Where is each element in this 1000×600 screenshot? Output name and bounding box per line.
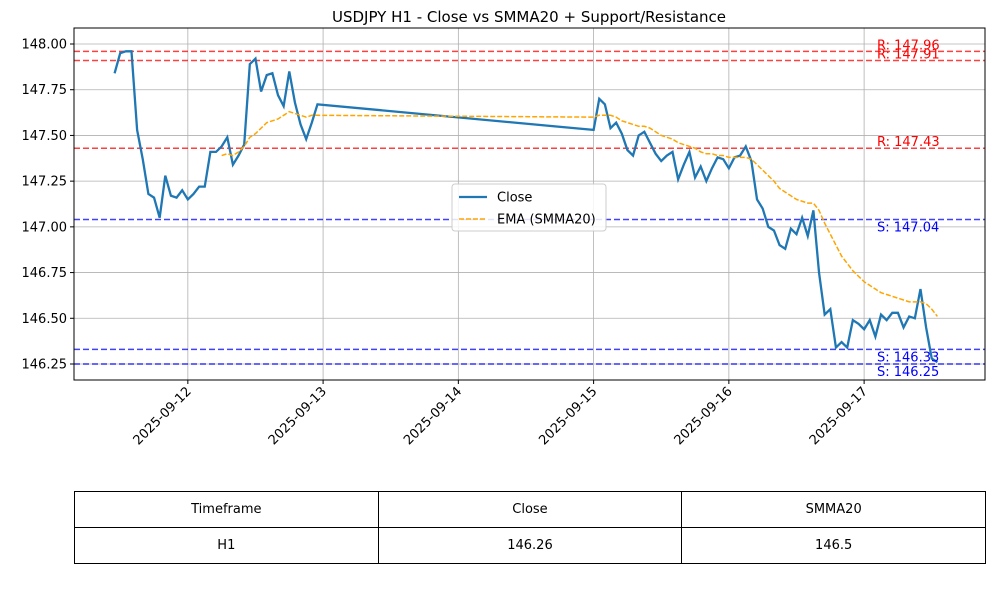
x-tick-label: 2025-09-16 [672,384,736,448]
x-tick-label: 2025-09-13 [266,384,330,448]
x-tick-label: 2025-09-15 [536,384,600,448]
y-tick-label: 147.00 [22,220,68,235]
y-tick-label: 147.75 [22,83,68,98]
chart-title: USDJPY H1 - Close vs SMMA20 + Support/Re… [332,8,726,26]
level-label: R: 147.43 [877,135,940,150]
series-line [113,50,939,364]
y-tick-label: 147.25 [22,175,68,190]
level-label: S: 146.25 [877,365,939,380]
series-line [221,110,938,317]
chart: USDJPY H1 - Close vs SMMA20 + Support/Re… [22,8,986,448]
table-cell: SMMA20 [681,491,986,528]
x-tick-label: 2025-09-12 [131,384,195,448]
level-label: R: 147.91 [877,47,940,62]
y-tick-label: 147.50 [22,129,68,144]
y-tick-label: 148.00 [22,38,68,53]
table-cell: 146.5 [681,527,986,564]
legend-label: Close [497,191,532,206]
table-row: H1 146.26 146.5 [74,527,986,564]
table-cell: Close [377,491,683,528]
level-label: R: 147.96 [877,38,940,53]
x-tick-label: 2025-09-14 [401,384,465,448]
summary-table: Timeframe Close SMMA20 H1 146.26 146.5 [74,491,986,564]
table-cell: 146.26 [377,527,683,564]
plot-frame [73,27,986,381]
table-cell: Timeframe [74,491,379,528]
legend-label: EMA (SMMA20) [497,213,596,228]
table-cell: H1 [74,527,379,564]
level-label: S: 146.33 [877,350,939,365]
level-label: S: 147.04 [877,221,939,236]
legend-box [451,183,607,232]
y-tick-label: 146.50 [22,312,68,327]
legend: Close EMA (SMMA20) [451,183,607,232]
y-tick-label: 146.75 [22,266,68,281]
y-tick-label: 146.25 [22,358,68,373]
x-tick-label: 2025-09-17 [807,384,871,448]
table-row: Timeframe Close SMMA20 [74,491,986,528]
